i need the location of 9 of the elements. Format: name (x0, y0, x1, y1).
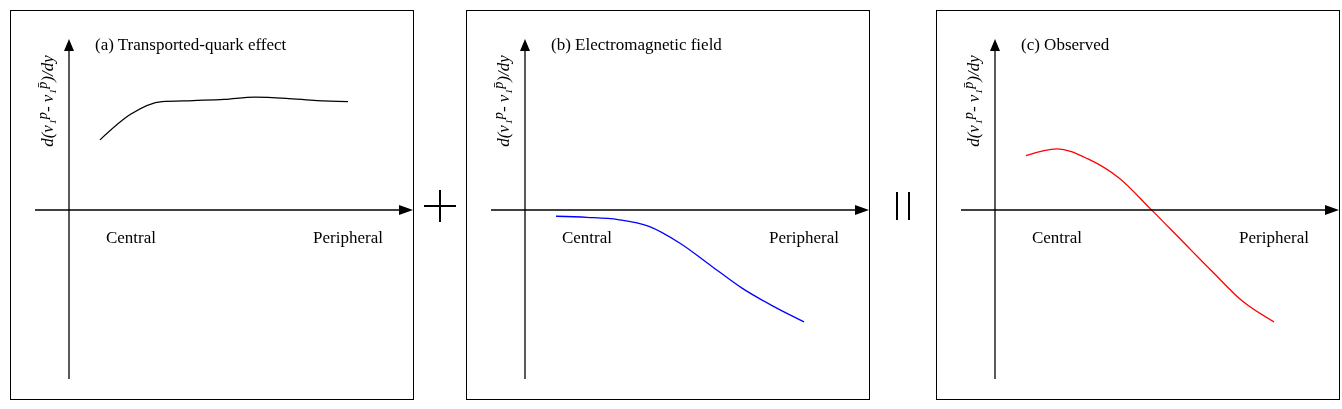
chart-title: (c) Observed (1021, 35, 1110, 55)
x-tick-label: Central (561, 228, 613, 247)
chart-title: (b) Electromagnetic field (551, 35, 722, 55)
x-tick-label: Peripheral (1239, 228, 1310, 247)
x-tick-label: Peripheral (313, 228, 384, 247)
chart-title: (a) Transported-quark effect (95, 35, 287, 55)
x-tick-label: Peripheral (769, 228, 840, 247)
x-tick-label: Central (1031, 228, 1083, 247)
x-tick-label: Central (105, 228, 157, 247)
